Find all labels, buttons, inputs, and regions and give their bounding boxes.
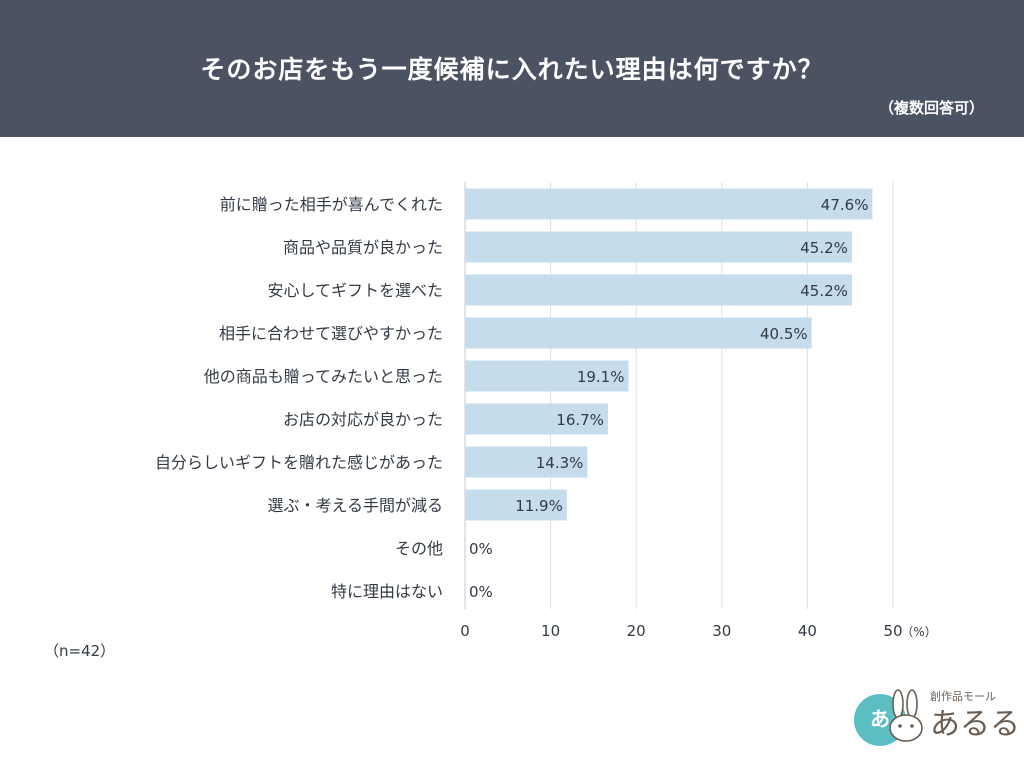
value-label: 0% <box>469 583 493 601</box>
x-tick-label: 20 <box>627 622 646 640</box>
bar <box>465 188 873 220</box>
x-tick-label: 50 <box>883 622 902 640</box>
value-label: 45.2% <box>800 282 848 300</box>
page-title: そのお店をもう一度候補に入れたい理由は何ですか？ <box>200 55 824 84</box>
label-layer: 0 10 20 30 40 50（%） 前に贈った相手が喜んでくれた 47.6% 商品や品質が良… <box>155 195 937 640</box>
category-label: 他の商品も贈ってみたいと思った <box>204 367 443 386</box>
value-label: 11.9% <box>515 497 563 515</box>
x-axis-unit: （%） <box>901 625 936 639</box>
bar <box>465 317 812 349</box>
x-tick-label: 40 <box>798 622 817 640</box>
value-label: 45.2% <box>800 239 848 257</box>
value-label: 47.6% <box>821 196 869 214</box>
category-label: 前に贈った相手が喜んでくれた <box>220 195 443 214</box>
logo-badge-text: あ <box>870 707 890 731</box>
x-tick-label: 30 <box>712 622 731 640</box>
logo-name: あるる <box>930 707 1016 742</box>
value-label: 14.3% <box>536 454 584 472</box>
arulu-logo: あ 創作品モール あるる <box>854 689 1016 746</box>
category-label: 相手に合わせて選びやすかった <box>219 324 443 343</box>
bar <box>465 231 852 263</box>
value-label: 16.7% <box>556 411 604 429</box>
value-label: 19.1% <box>577 368 625 386</box>
rabbit-eye-left <box>898 724 902 728</box>
rabbit-eye-right <box>910 724 914 728</box>
bar <box>465 274 852 306</box>
sample-size-note: （n=42） <box>44 642 116 660</box>
bar <box>465 403 608 435</box>
bar <box>465 360 629 392</box>
category-label: 特に理由はない <box>331 582 443 601</box>
x-tick-label: 10 <box>541 622 560 640</box>
category-label: お店の対応が良かった <box>283 410 443 429</box>
category-label: 安心してギフトを選べた <box>267 281 443 300</box>
header-banner: そのお店をもう一度候補に入れたい理由は何ですか？ （複数回答可） <box>0 0 1024 137</box>
category-label: 自分らしいギフトを贈れた感じがあった <box>155 453 443 472</box>
value-label: 40.5% <box>760 325 808 343</box>
category-label: 選ぶ・考える手間が減る <box>267 496 443 515</box>
value-label: 0% <box>469 540 493 558</box>
x-tick-label: 0 <box>460 622 470 640</box>
category-label: その他 <box>395 539 443 558</box>
rabbit-icon <box>889 689 923 742</box>
logo-tagline: 創作品モール <box>930 689 996 703</box>
page-subtitle: （複数回答可） <box>878 99 984 117</box>
bar <box>465 489 567 521</box>
category-label: 商品や品質が良かった <box>283 238 443 257</box>
bar-layer <box>465 188 873 521</box>
bar <box>465 446 588 478</box>
